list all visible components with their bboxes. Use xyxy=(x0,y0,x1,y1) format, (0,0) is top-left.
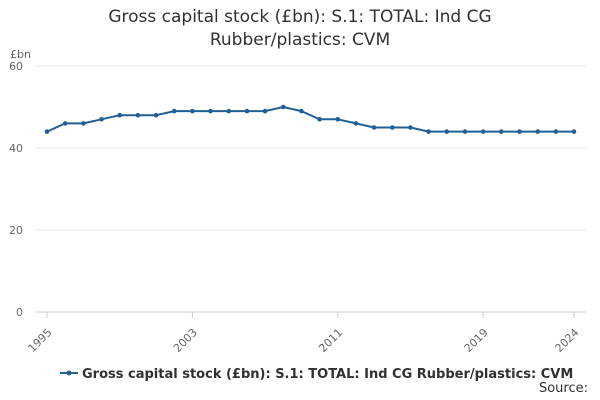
axes: 0 20 40 60 1995 2003 2011 2019 2024 xyxy=(9,60,586,355)
source-label: Source: xyxy=(538,381,588,396)
series-layer xyxy=(44,104,577,134)
data-point-2023[interactable] xyxy=(553,129,559,134)
data-point-2018[interactable] xyxy=(462,129,468,134)
x-tick-label-2019: 2019 xyxy=(462,326,491,355)
legend-marker-swatch xyxy=(66,370,72,376)
data-point-1997[interactable] xyxy=(81,121,86,126)
y-tick-label-0: 0 xyxy=(16,306,23,319)
data-point-2013[interactable] xyxy=(371,125,377,130)
y-tick-label-40: 40 xyxy=(9,142,23,155)
y-axis-unit-label: £bn xyxy=(10,48,31,61)
data-point-1998[interactable] xyxy=(99,117,104,122)
x-tick-label-2011: 2011 xyxy=(316,326,345,355)
data-point-2006[interactable] xyxy=(244,108,250,114)
data-point-2007[interactable] xyxy=(262,108,268,114)
data-point-2012[interactable] xyxy=(353,121,359,126)
data-point-2008[interactable] xyxy=(280,104,286,110)
data-point-2019[interactable] xyxy=(480,129,486,134)
data-point-2022[interactable] xyxy=(535,129,540,134)
data-point-2015[interactable] xyxy=(408,125,413,130)
data-point-1999[interactable] xyxy=(117,112,122,118)
chart-title-line-2: Rubber/plastics: CVM xyxy=(209,30,391,50)
x-tick-label-2003: 2003 xyxy=(171,326,200,355)
data-point-1996[interactable] xyxy=(62,121,68,126)
data-point-2024[interactable] xyxy=(571,129,577,134)
data-point-2002[interactable] xyxy=(171,108,177,114)
data-point-2020[interactable] xyxy=(499,129,504,134)
legend-label[interactable]: Gross capital stock (£bn): S.1: TOTAL: I… xyxy=(82,367,573,382)
legend[interactable]: Gross capital stock (£bn): S.1: TOTAL: I… xyxy=(60,367,573,382)
data-point-2009[interactable] xyxy=(299,108,304,114)
data-point-2016[interactable] xyxy=(426,129,431,134)
grid-lines xyxy=(35,65,586,231)
y-tick-label-20: 20 xyxy=(9,224,23,237)
data-point-2004[interactable] xyxy=(208,108,213,114)
data-point-2011[interactable] xyxy=(335,117,341,122)
data-point-2003[interactable] xyxy=(190,108,195,114)
chart-title: Gross capital stock (£bn): S.1: TOTAL: I… xyxy=(0,6,600,52)
data-point-2021[interactable] xyxy=(517,129,522,134)
data-point-2000[interactable] xyxy=(135,112,141,118)
chart-title-line-1: Gross capital stock (£bn): S.1: TOTAL: I… xyxy=(108,7,492,27)
x-tick-label-2024: 2024 xyxy=(553,326,582,355)
data-point-2001[interactable] xyxy=(153,112,159,118)
data-point-2005[interactable] xyxy=(226,108,232,114)
x-tick-label-1995: 1995 xyxy=(26,326,55,355)
y-tick-label-60: 60 xyxy=(9,60,23,73)
data-point-1995[interactable] xyxy=(44,129,50,134)
series-line-0 xyxy=(46,106,574,133)
data-point-2017[interactable] xyxy=(444,129,450,134)
data-point-2010[interactable] xyxy=(317,117,322,122)
data-point-2014[interactable] xyxy=(389,125,395,130)
